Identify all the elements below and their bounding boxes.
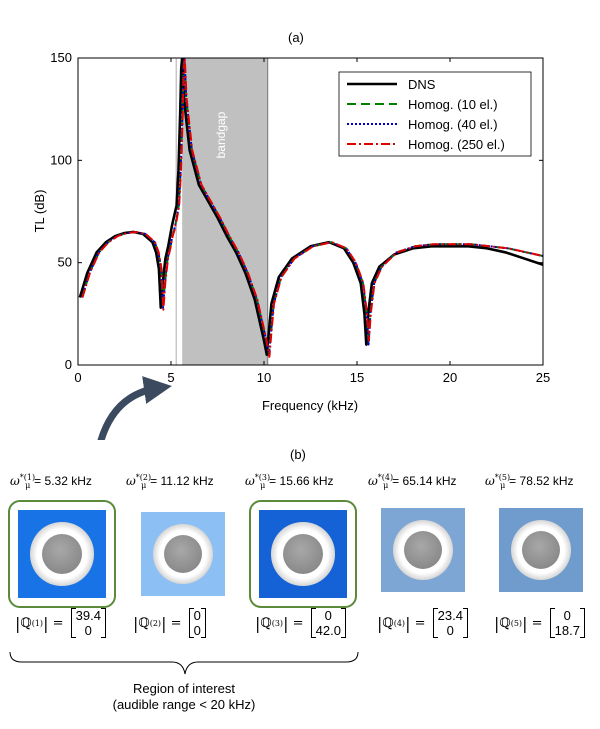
omega-superscript: *(3) — [254, 473, 271, 482]
bandgap-region — [182, 58, 268, 365]
omega-symbol: ω — [126, 474, 136, 488]
mode-shape-4 — [381, 508, 465, 592]
q-matrix: 0 18.7 — [549, 608, 586, 638]
mode-frequency-2: ω*(2)μ = 11.12 kHz — [126, 473, 214, 490]
panel-b-label: (b) — [290, 447, 306, 462]
omega-symbol: ω — [245, 474, 255, 488]
region-brace — [9, 651, 359, 675]
y-tick-label: 100 — [50, 152, 72, 167]
q-matrix: 0 42.0 — [310, 608, 347, 638]
omega-superscript: *(4) — [377, 473, 394, 482]
bandgap-label: bandgap — [214, 111, 228, 158]
omega-superscript: *(5) — [494, 473, 511, 482]
y-tick-label: 0 — [65, 357, 72, 372]
q-superscript: (3) — [271, 618, 284, 628]
mode-q-vector-4: | ℚ (4) | = 23.4 0 — [377, 608, 469, 638]
series-line-homog-250-el- — [81, 58, 543, 358]
mode-shape-1 — [8, 500, 116, 608]
omega-value: = 11.12 kHz — [150, 474, 214, 488]
q-bottom: 0 — [446, 623, 454, 638]
region-line-2: (audible range < 20 kHz) — [112, 697, 256, 712]
q-top: 0 — [324, 608, 332, 623]
omega-value: = 5.32 kHz — [34, 474, 92, 488]
q-symbol: ℚ — [138, 615, 150, 631]
x-tick-label: 25 — [536, 370, 550, 385]
mode-q-vector-5: | ℚ (5) | = 0 18.7 — [494, 608, 586, 638]
q-superscript: (2) — [149, 618, 162, 628]
legend-label: Homog. (250 el.) — [408, 137, 505, 152]
cell-core — [41, 533, 83, 575]
q-top: 0 — [193, 608, 201, 623]
mode-frequency-4: ω*(4)μ = 65.14 kHz — [368, 473, 457, 490]
region-line-1: Region of interest — [133, 681, 235, 696]
mode-frequency-5: ω*(5)μ = 78.52 kHz — [485, 473, 574, 490]
panel-a-label: (a) — [288, 30, 304, 45]
omega-subscript: μ — [260, 481, 266, 491]
pointer-arrow — [97, 376, 172, 440]
cell-core — [282, 533, 324, 575]
omega-subscript: μ — [383, 481, 389, 491]
x-axis-label: Frequency (kHz) — [262, 398, 358, 413]
legend-label: DNS — [408, 77, 436, 92]
y-tick-label: 50 — [58, 255, 72, 270]
omega-subscript: μ — [25, 481, 31, 491]
q-symbol: ℚ — [499, 615, 511, 631]
series-line-dns — [78, 58, 543, 357]
omega-superscript: *(2) — [135, 473, 152, 482]
q-matrix: 23.4 0 — [432, 608, 469, 638]
q-top: 23.4 — [437, 608, 463, 623]
q-bottom: 0 — [193, 623, 201, 638]
omega-symbol: ω — [485, 474, 495, 488]
omega-value: = 78.52 kHz — [509, 474, 574, 488]
q-bottom: 42.0 — [315, 623, 341, 638]
mode-frequency-1: ω*(1)μ = 5.32 kHz — [10, 473, 92, 490]
omega-superscript: *(1) — [19, 473, 36, 482]
omega-value: = 15.66 kHz — [269, 474, 334, 488]
mode-shape-3 — [249, 500, 357, 608]
region-of-interest-label: Region of interest (audible range < 20 k… — [0, 681, 368, 713]
legend-label: Homog. (10 el.) — [408, 97, 498, 112]
q-bottom: 18.7 — [554, 623, 580, 638]
omega-symbol: ω — [10, 474, 20, 488]
x-tick-label: 15 — [350, 370, 364, 385]
y-axis-label: TL (dB) — [32, 190, 47, 233]
y-tick-label: 150 — [50, 50, 72, 65]
cell-core — [403, 530, 443, 570]
cell-core — [163, 534, 203, 574]
q-symbol: ℚ — [260, 615, 272, 631]
cell-core — [521, 530, 561, 570]
q-top: 39.4 — [75, 608, 101, 623]
q-superscript: (1) — [31, 618, 44, 628]
x-tick-label: 20 — [443, 370, 457, 385]
omega-subscript: μ — [141, 481, 147, 491]
x-tick-label: 10 — [257, 370, 271, 385]
tl-chart: bandgap 0 5 10 15 20 25 0 50 100 150 Frequency (k… — [32, 50, 550, 440]
legend-box — [338, 71, 532, 157]
q-symbol: ℚ — [20, 615, 32, 631]
mode-shape-5 — [499, 508, 583, 592]
plot-frame — [77, 57, 544, 366]
q-superscript: (5) — [510, 618, 523, 628]
mode-q-vector-1: | ℚ (1) | = 39.4 0 — [15, 608, 107, 638]
x-tick-label: 5 — [167, 370, 174, 385]
omega-subscript: μ — [500, 481, 506, 491]
omega-value: = 65.14 kHz — [392, 474, 457, 488]
x-tick-label: 0 — [74, 370, 81, 385]
q-symbol: ℚ — [382, 615, 394, 631]
q-bottom: 0 — [84, 623, 92, 638]
q-top: 0 — [563, 608, 571, 623]
q-matrix: 39.4 0 — [70, 608, 107, 638]
q-superscript: (4) — [393, 618, 406, 628]
mode-frequency-3: ω*(3)μ = 15.66 kHz — [245, 473, 334, 490]
mode-shape-2 — [141, 512, 225, 596]
omega-symbol: ω — [368, 474, 378, 488]
legend-label: Homog. (40 el.) — [408, 117, 498, 132]
mode-q-vector-3: | ℚ (3) | = 0 42.0 — [255, 608, 347, 638]
